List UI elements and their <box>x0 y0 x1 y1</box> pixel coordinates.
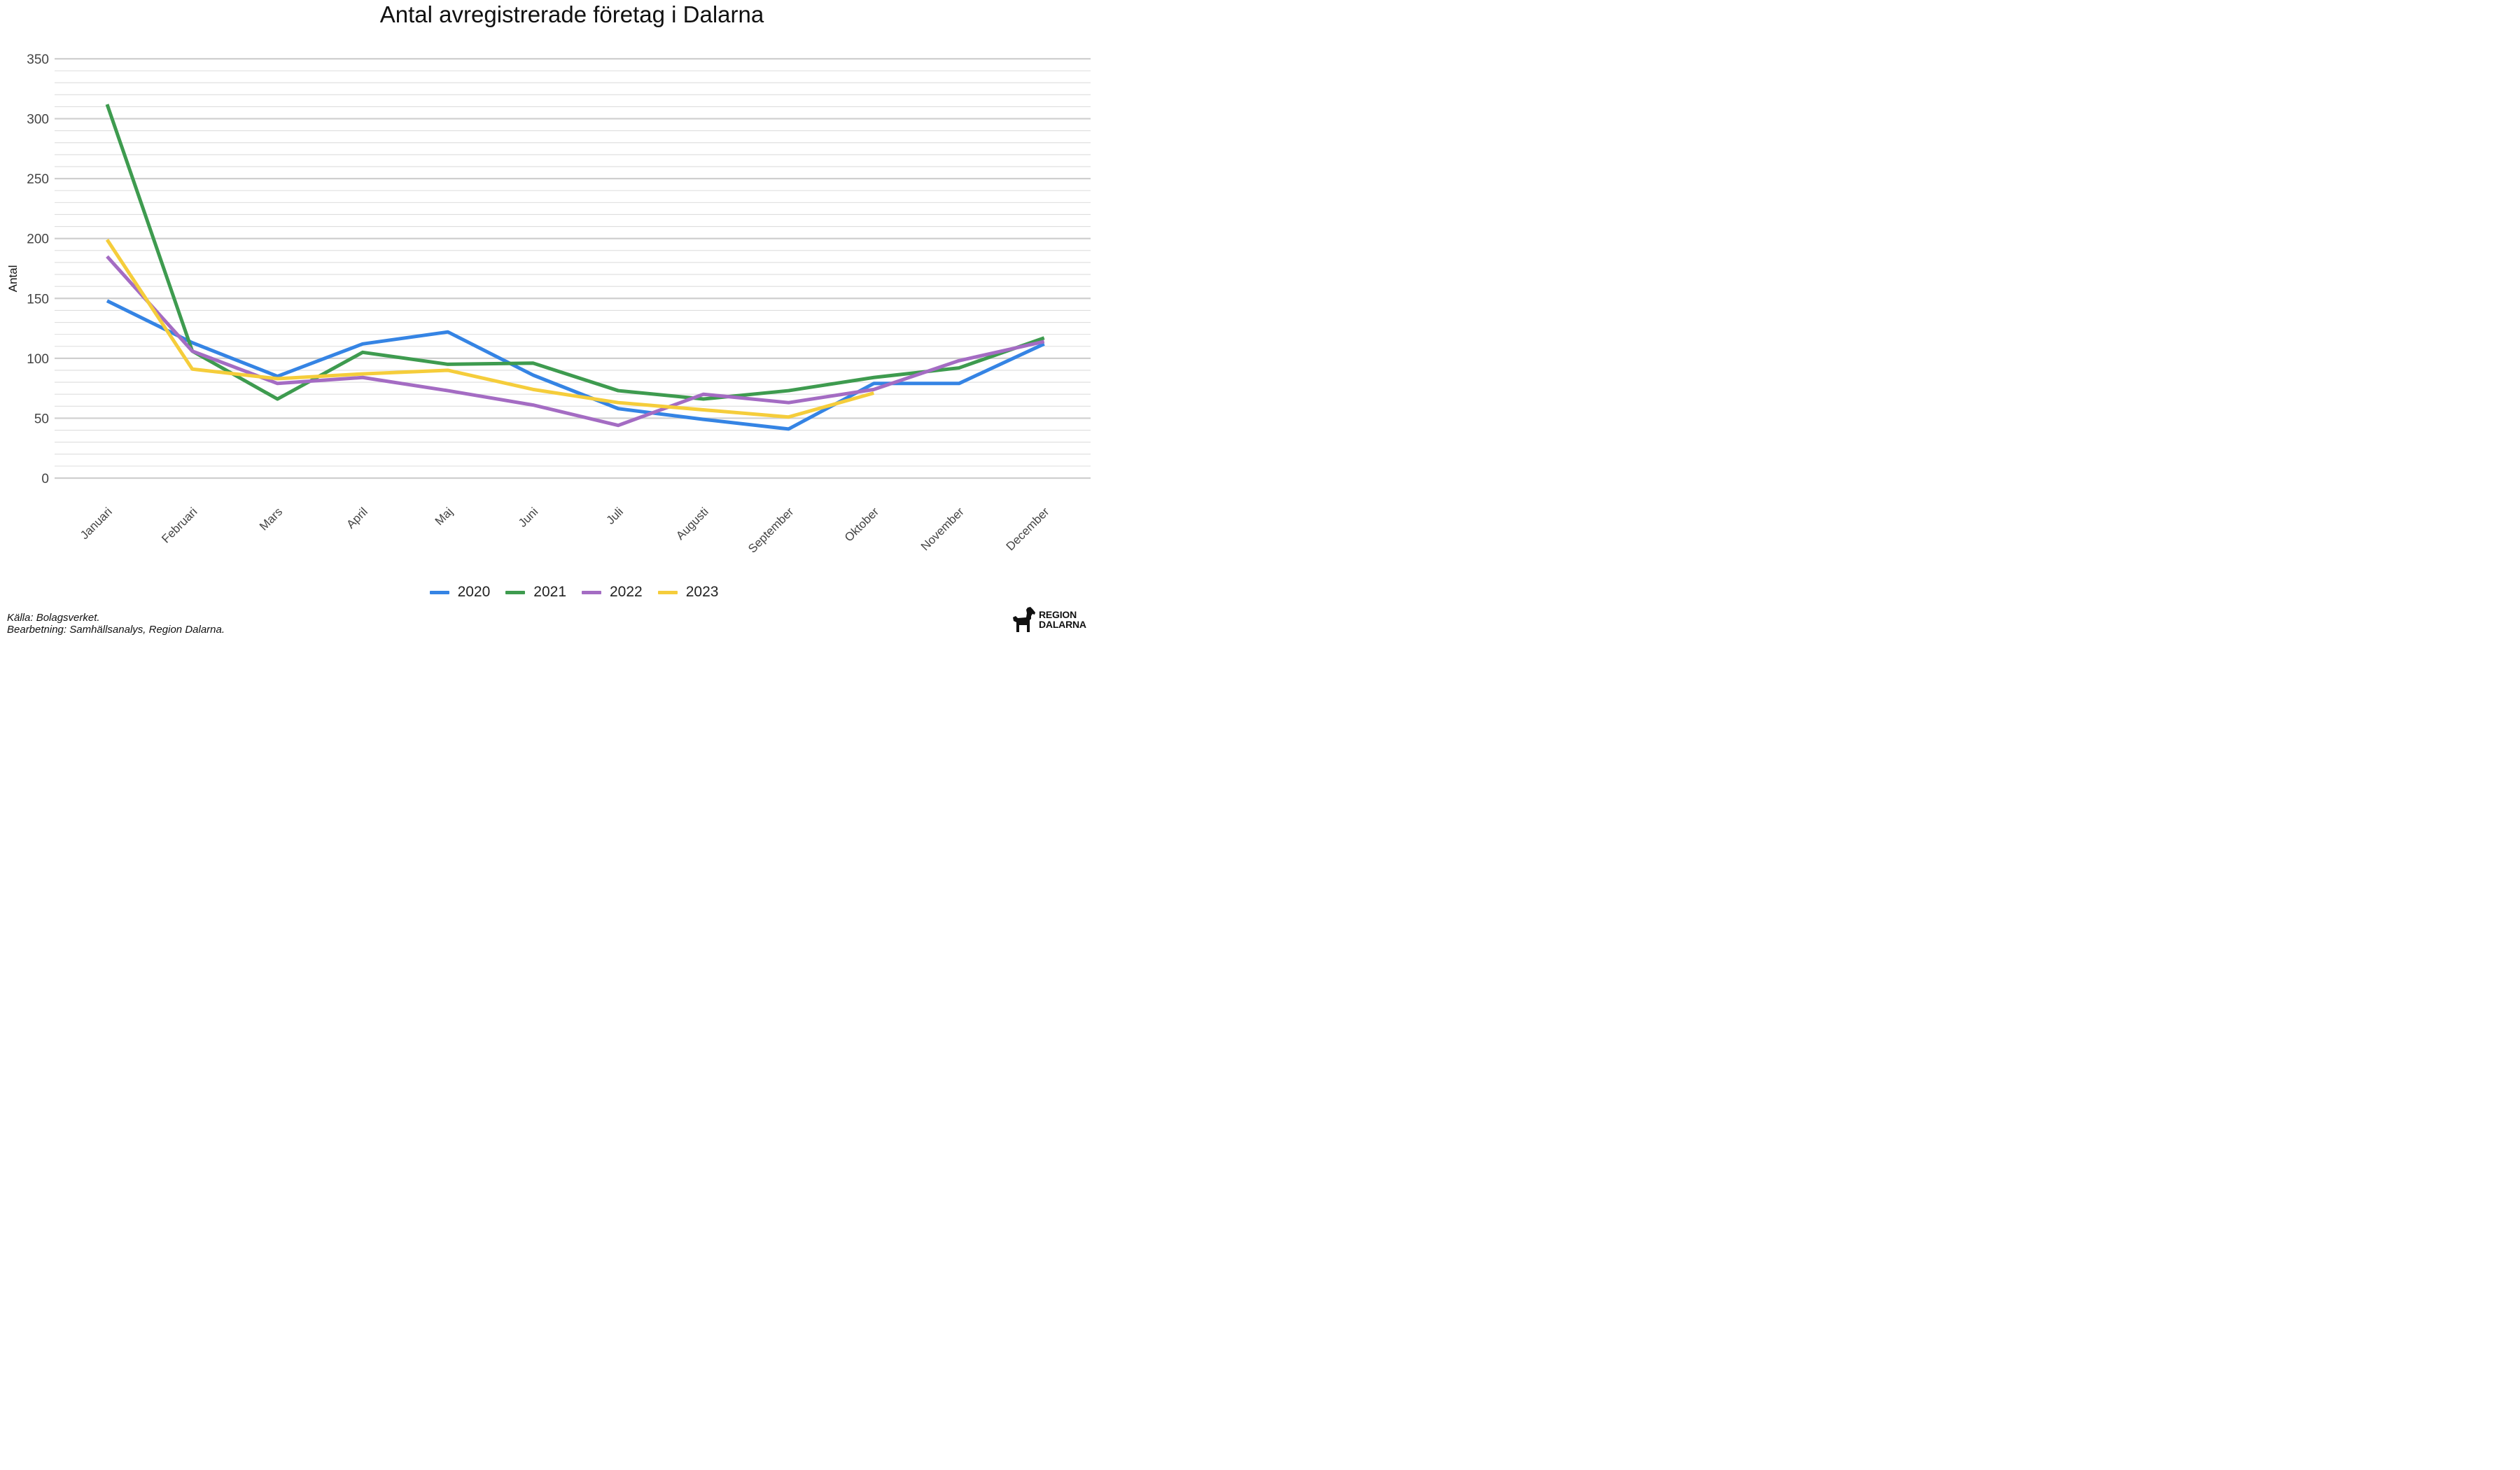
series-line-2020 <box>106 299 1045 431</box>
legend-item-2020: 2020 <box>429 584 491 601</box>
legend-label: 2021 <box>533 584 566 600</box>
x-axis: Januari Februari Mars April Maj Juni Juli Augus… <box>78 505 1052 555</box>
x-tick-label: Januari <box>78 505 115 542</box>
y-axis-label: Antal <box>6 265 20 293</box>
legend-label: 2022 <box>610 584 643 600</box>
x-tick-label: Juli <box>604 505 626 526</box>
legend: 2020 2021 2022 2023 <box>0 584 1148 601</box>
series-lines <box>105 104 1045 431</box>
legend-swatch <box>657 590 678 594</box>
y-tick-label: 0 <box>41 472 49 486</box>
logo-text: REGION DALARNA <box>1039 610 1086 629</box>
x-tick-label: September <box>746 505 796 555</box>
legend-label: 2020 <box>457 584 491 600</box>
x-tick-label: Juni <box>516 505 540 529</box>
y-tick-label: 50 <box>34 412 49 426</box>
y-tick-label: 200 <box>27 232 49 247</box>
y-tick-label: 100 <box>27 352 49 367</box>
legend-label: 2023 <box>685 584 719 600</box>
x-tick-label: Oktober <box>842 505 881 544</box>
legend-swatch <box>582 590 601 594</box>
y-tick-label: 250 <box>27 172 49 187</box>
processing-text: Bearbetning: Samhällsanalys, Region Dala… <box>7 624 225 636</box>
logo-line-2: DALARNA <box>1039 619 1086 630</box>
x-tick-label: Mars <box>257 505 285 533</box>
grid-lines <box>55 57 1091 479</box>
region-dalarna-logo: REGION DALARNA <box>1012 606 1086 633</box>
x-tick-label: Maj <box>433 505 456 528</box>
y-tick-label: 350 <box>27 52 49 67</box>
caption: Källa: Bolagsverket. Bearbetning: Samhäl… <box>7 612 225 636</box>
legend-item-2022: 2022 <box>582 584 643 601</box>
dala-horse-icon <box>1013 607 1035 632</box>
series-line-2023 <box>105 239 874 419</box>
logo-line-1: REGION <box>1039 609 1077 620</box>
legend-swatch <box>429 590 449 594</box>
x-tick-label: Augusti <box>673 505 711 542</box>
x-tick-label: December <box>1004 505 1052 553</box>
line-chart: 0 50 100 150 200 250 300 350 Januari Februari Mar… <box>6 52 1091 556</box>
chart-title: Antal avregistrerade företag i Dalarna <box>379 1 764 27</box>
y-tick-label: 300 <box>27 113 49 127</box>
series-line-2021 <box>105 104 1045 401</box>
series-line-2022 <box>106 255 1045 428</box>
x-tick-label: November <box>918 505 967 553</box>
y-tick-label: 150 <box>27 292 49 307</box>
y-axis: 0 50 100 150 200 250 300 350 <box>27 52 49 486</box>
x-tick-label: April <box>344 505 370 531</box>
source-text: Källa: Bolagsverket. <box>7 612 100 624</box>
legend-swatch <box>505 590 526 594</box>
legend-item-2023: 2023 <box>657 584 719 601</box>
legend-item-2021: 2021 <box>505 584 566 601</box>
x-tick-label: Februari <box>159 505 200 545</box>
